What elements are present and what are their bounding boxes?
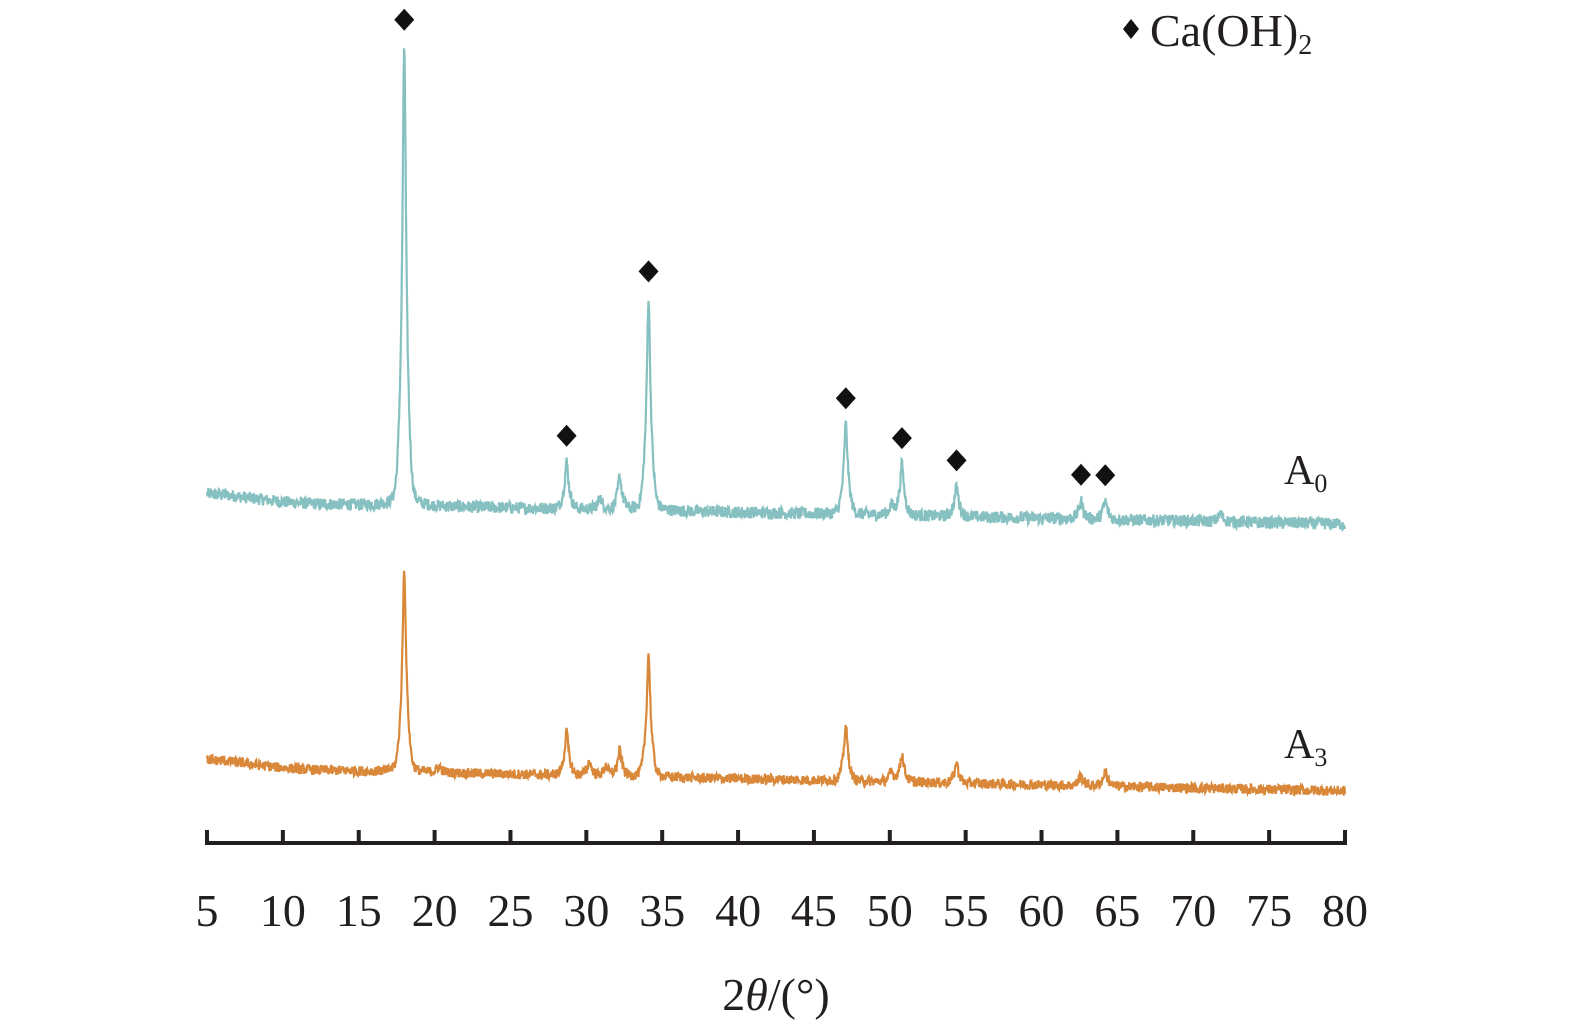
peak-marker-diamond-icon <box>1070 463 1091 486</box>
x-axis-label: 2θ/(°) <box>722 969 829 1020</box>
x-tick-label: 50 <box>867 885 913 936</box>
peak-marker-diamond-icon <box>556 424 577 447</box>
x-tick-label: 65 <box>1094 885 1140 936</box>
x-tick-label: 70 <box>1170 885 1216 936</box>
x-tick-label: 45 <box>791 885 837 936</box>
legend: Ca(OH)2 <box>1123 5 1312 61</box>
peak-marker-diamond-icon <box>638 260 659 283</box>
x-tick-label: 25 <box>487 885 533 936</box>
x-tick-label: 55 <box>943 885 989 936</box>
x-tick-label: 5 <box>196 885 219 936</box>
x-tick-label: 35 <box>639 885 685 936</box>
x-tick-label: 60 <box>1019 885 1065 936</box>
series-label-a0: A0 <box>1284 448 1327 498</box>
x-tick-labels: 5 10 15 20 25 30 35 40 45 50 55 60 65 70 75 80 <box>196 885 1369 936</box>
peak-marker-diamond-icon <box>946 449 967 472</box>
legend-label: Ca(OH)2 <box>1150 5 1312 61</box>
x-tick-label: 75 <box>1246 885 1292 936</box>
x-tick-label: 15 <box>336 885 382 936</box>
peak-marker-diamond-icon <box>1095 464 1116 487</box>
x-tick-label: 80 <box>1322 885 1368 936</box>
x-tick-label: 40 <box>715 885 761 936</box>
series-layer <box>205 48 1347 798</box>
peak-marker-diamond-icon <box>394 8 415 31</box>
x-tick-label: 30 <box>563 885 609 936</box>
peak-marker-diamond-icon <box>891 427 912 450</box>
series-line-a3 <box>205 570 1347 798</box>
peak-marker-diamond-icon <box>835 387 856 410</box>
x-axis <box>205 830 1347 845</box>
legend-diamond-icon <box>1123 19 1139 39</box>
series-line-a0 <box>205 48 1347 533</box>
series-label-a3: A3 <box>1284 722 1327 772</box>
x-tick-label: 20 <box>412 885 458 936</box>
marker-layer <box>394 8 1116 487</box>
x-tick-label: 10 <box>260 885 306 936</box>
